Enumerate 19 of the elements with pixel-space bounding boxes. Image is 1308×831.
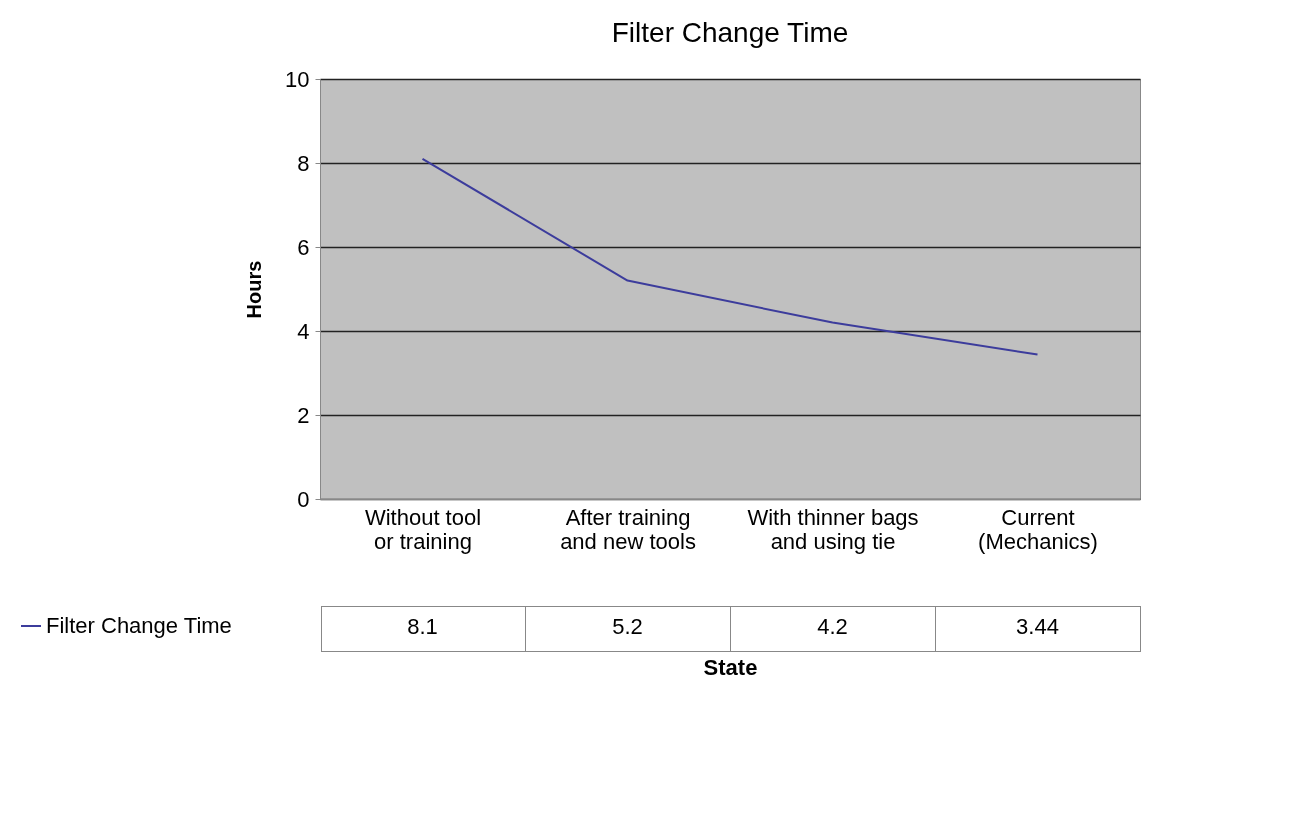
- y-tick-label: 8: [297, 150, 310, 176]
- chart-title: Filter Change Time: [611, 17, 849, 48]
- x-tick-label: After training and new tools: [560, 504, 696, 554]
- data-label: 3.44: [1016, 614, 1059, 639]
- y-tick-label: 4: [297, 318, 310, 344]
- data-label: 5.2: [612, 614, 643, 639]
- y-tick-label: 10: [285, 66, 310, 92]
- y-tick-label: 2: [297, 402, 310, 428]
- line-series: [421, 157, 1039, 356]
- legend-label: Filter Change Time: [46, 613, 232, 638]
- y-axis-title: Hours: [243, 260, 266, 319]
- x-tick-label: Current (Mechanics): [978, 504, 1098, 554]
- x-tick-label: Without tool or training: [364, 504, 482, 554]
- x-tick-label: With thinner bags and using tie: [747, 504, 919, 554]
- data-label: 8.1: [407, 614, 438, 639]
- data-label: 4.2: [817, 614, 848, 639]
- y-tick-label: 6: [297, 234, 310, 260]
- x-axis-title: State: [703, 654, 758, 680]
- y-tick-label: 0: [297, 486, 310, 512]
